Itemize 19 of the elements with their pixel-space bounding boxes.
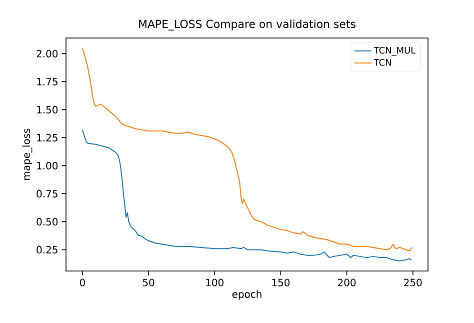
x-axis-title: epoch xyxy=(232,290,262,300)
chart-title: MAPE_LOSS Compare on validation sets xyxy=(139,20,356,30)
legend-label: TCN xyxy=(374,58,391,66)
x-tick-label: 100 xyxy=(206,278,224,286)
x-tick-label: 150 xyxy=(272,278,290,286)
y-tick-label: 0.25 xyxy=(36,246,58,254)
y-tick-label: 2.00 xyxy=(36,50,58,58)
x-tick-label: 200 xyxy=(338,278,356,286)
y-tick-label: 0.50 xyxy=(36,218,58,226)
y-tick-label: 1.50 xyxy=(37,106,58,114)
y-axis-title: mape_loss xyxy=(22,128,32,180)
x-tick-label: 0 xyxy=(80,278,85,286)
y-tick-label: 1.25 xyxy=(37,134,58,142)
y-tick-label: 1.00 xyxy=(37,162,58,170)
y-tick-label: 1.75 xyxy=(37,78,58,86)
x-tick-label: 250 xyxy=(404,278,422,286)
x-tick-label: 50 xyxy=(142,278,154,286)
legend-label: TCN_MUL xyxy=(374,46,416,56)
y-tick-label: 0.75 xyxy=(36,190,58,198)
